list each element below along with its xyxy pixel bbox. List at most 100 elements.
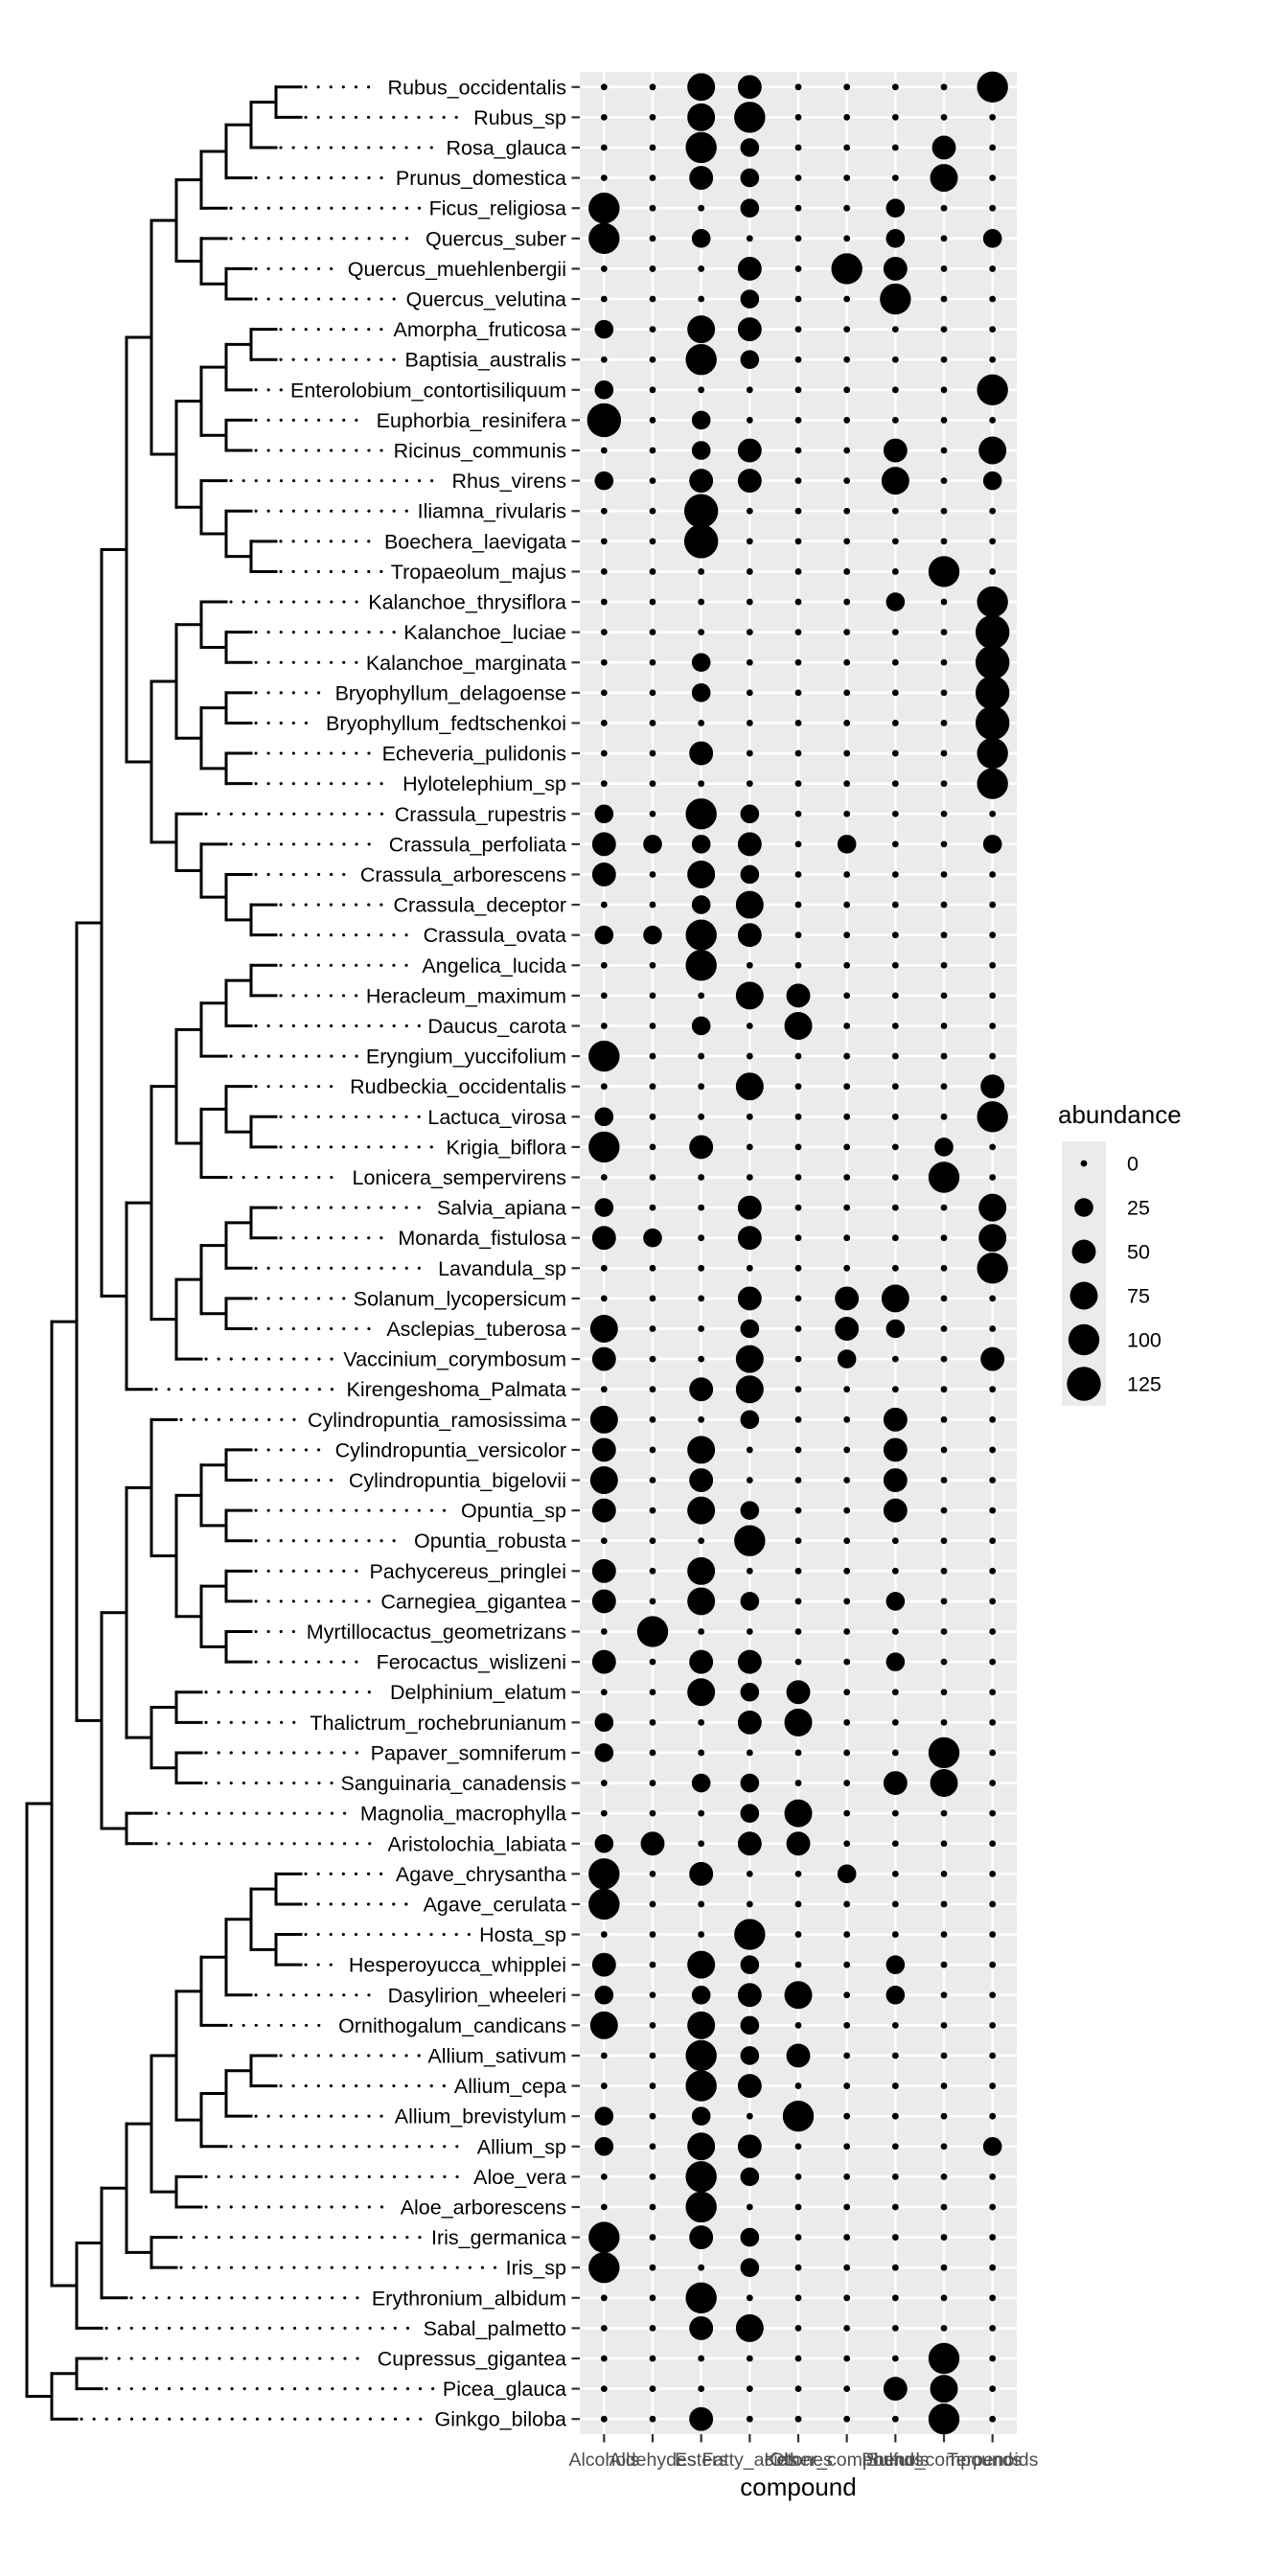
abundance-dot — [698, 1234, 705, 1242]
abundance-dot — [591, 1649, 616, 1674]
abundance-dot — [886, 198, 906, 218]
abundance-dot — [891, 901, 899, 908]
abundance-dot — [746, 2415, 753, 2423]
abundance-dot — [794, 810, 802, 817]
abundance-dot — [794, 1477, 802, 1484]
abundance-dot — [843, 2082, 851, 2089]
abundance-dot — [989, 871, 997, 878]
species-label: Iris_sp — [506, 2257, 566, 2280]
abundance-dot — [746, 2294, 753, 2302]
abundance-dot — [940, 2021, 948, 2029]
abundance-dot — [740, 1773, 760, 1793]
abundance-dot — [843, 720, 851, 726]
abundance-dot — [649, 1900, 656, 1908]
species-label: Delphinium_elatum — [390, 1681, 566, 1704]
abundance-dot — [649, 174, 656, 182]
abundance-dot — [746, 689, 753, 697]
abundance-dot — [600, 2203, 608, 2211]
abundance-dot — [883, 256, 908, 281]
abundance-dot — [891, 1234, 899, 1242]
abundance-dot — [989, 1174, 997, 1181]
abundance-dot — [794, 689, 802, 697]
abundance-dot — [734, 1919, 766, 1950]
abundance-dot — [740, 1501, 760, 1520]
abundance-dot — [649, 1174, 656, 1181]
legend: abundance 0 25 50 75 100 125 — [1058, 1100, 1182, 1406]
abundance-dot — [891, 2173, 899, 2180]
species-label: Bryophyllum_fedtschenkoi — [326, 712, 566, 735]
abundance-dot — [989, 538, 997, 545]
species-label: Agave_chrysantha — [396, 1863, 566, 1886]
abundance-dot — [746, 1264, 753, 1272]
species-label: Papaver_somniferum — [371, 1741, 566, 1764]
species-label: Euphorbia_resinifera — [377, 409, 566, 432]
abundance-dot — [794, 1598, 802, 1605]
abundance-dot — [891, 2143, 899, 2150]
abundance-dot — [698, 1749, 705, 1757]
abundance-dot — [982, 835, 1002, 854]
species-label: Magnolia_macrophylla — [360, 1803, 566, 1826]
abundance-dot — [843, 538, 851, 545]
abundance-dot — [977, 374, 1008, 406]
abundance-dot — [594, 471, 614, 491]
abundance-dot — [940, 2112, 948, 2120]
abundance-dot — [746, 1023, 753, 1029]
abundance-dot — [649, 2082, 656, 2089]
abundance-dot — [881, 1284, 909, 1313]
abundance-dot — [685, 2282, 717, 2313]
abundance-dot — [600, 1809, 608, 1817]
abundance-dot — [891, 932, 899, 939]
abundance-dot — [588, 1040, 620, 1072]
abundance-dot — [649, 114, 656, 121]
abundance-dot — [649, 1264, 656, 1272]
abundance-dot — [737, 1649, 762, 1674]
abundance-dot — [687, 1950, 716, 1979]
abundance-dot — [989, 174, 997, 182]
x-axis-ticks — [603, 2434, 994, 2443]
abundance-dot — [794, 204, 802, 212]
abundance-dot — [940, 507, 948, 515]
species-label: Crassula_ovata — [424, 924, 566, 947]
abundance-dot — [588, 2251, 620, 2284]
abundance-dot — [989, 1567, 997, 1575]
abundance-dot — [698, 780, 705, 788]
abundance-dot — [843, 629, 851, 636]
abundance-dot — [928, 1736, 960, 1769]
abundance-dot — [746, 235, 753, 242]
abundance-dot — [891, 2264, 899, 2271]
species-label: Opuntia_sp — [461, 1500, 566, 1523]
abundance-dot — [843, 1628, 851, 1635]
abundance-dot — [600, 2052, 608, 2059]
abundance-dot — [698, 2385, 705, 2392]
abundance-dot — [649, 386, 656, 394]
abundance-dot — [746, 1174, 753, 1181]
species-label: Picea_glauca — [443, 2378, 566, 2401]
abundance-dot — [649, 1204, 656, 1211]
abundance-dot — [737, 1286, 762, 1311]
abundance-dot — [883, 1468, 908, 1492]
abundance-dot — [989, 1598, 997, 1605]
abundance-dot — [940, 932, 948, 939]
abundance-dot — [698, 204, 705, 212]
abundance-dot — [940, 204, 948, 212]
abundance-dot — [737, 2074, 762, 2099]
species-label: Kalanchoe_luciae — [403, 621, 566, 644]
abundance-dot — [794, 2324, 802, 2332]
abundance-dot — [891, 780, 899, 788]
abundance-dot — [794, 417, 802, 424]
abundance-dot — [831, 253, 862, 285]
abundance-dot — [689, 1135, 714, 1160]
species-label: Rudbeckia_occidentalis — [350, 1075, 566, 1098]
abundance-dot — [649, 1809, 656, 1817]
abundance-dot — [940, 2234, 948, 2241]
abundance-dot — [687, 1678, 716, 1707]
abundance-dot — [794, 1870, 802, 1877]
abundance-dot — [740, 2046, 760, 2065]
abundance-dot — [649, 1931, 656, 1938]
abundance-dot — [649, 629, 656, 636]
abundance-dot — [940, 1506, 948, 1514]
abundance-dot — [689, 741, 714, 766]
abundance-dot — [740, 168, 760, 188]
abundance-dot — [843, 871, 851, 878]
abundance-dot — [940, 1052, 948, 1060]
